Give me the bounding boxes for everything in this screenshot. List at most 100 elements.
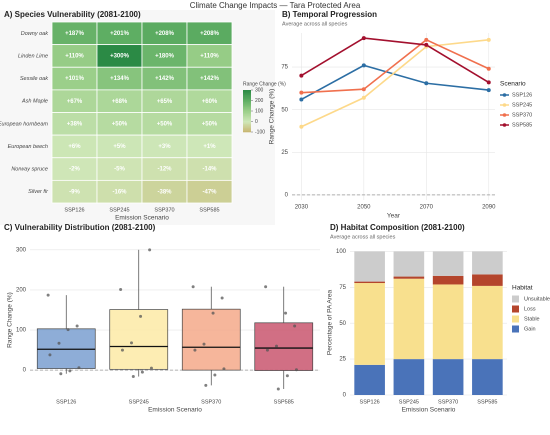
x-axis-label: Year [387, 213, 401, 220]
data-point [222, 367, 226, 371]
legend-marker [502, 93, 507, 97]
legend-marker [502, 113, 507, 117]
legend-title: Scenario [500, 81, 526, 88]
cell-label: +50% [112, 121, 128, 127]
colorbar-step [243, 130, 251, 133]
colorbar-step [243, 120, 251, 123]
x-tick-label: SSP126 [64, 207, 84, 213]
legend-label: Loss [524, 306, 536, 312]
x-tick-label: SSP585 [477, 399, 497, 405]
data-point [120, 348, 124, 352]
colorbar-step [243, 123, 251, 126]
data-point [424, 42, 429, 47]
cell-label: +5% [113, 144, 126, 150]
x-tick-label: SSP370 [438, 399, 458, 405]
row-label: Norway spruce [11, 167, 48, 173]
colorbar-step [243, 101, 251, 103]
data-point [193, 348, 197, 352]
data-point [119, 288, 123, 292]
colorbar-tick-label: 200 [255, 98, 264, 104]
colorbar-step [243, 105, 251, 108]
bar-segment [472, 274, 503, 286]
data-point [220, 296, 224, 300]
cell-label: -12% [157, 167, 172, 173]
data-point [424, 81, 429, 86]
data-point [285, 374, 289, 378]
x-axis-label: Emission Scenario [115, 215, 169, 222]
colorbar-step [243, 127, 251, 130]
cell-label: -47% [202, 189, 217, 195]
cell-label: +3% [158, 144, 171, 150]
data-point [299, 97, 304, 102]
colorbar-step [243, 113, 251, 116]
data-point [191, 285, 195, 289]
y-tick-label: 0 [23, 368, 27, 374]
bar-segment [354, 364, 385, 395]
legend-label: SSP370 [512, 112, 532, 118]
y-tick-label: 50 [281, 107, 288, 113]
cell-label: +300% [110, 54, 130, 60]
data-point [293, 324, 297, 328]
x-tick-label: SSP585 [274, 399, 294, 405]
bar-segment [354, 283, 385, 365]
row-label: Silver fir [28, 189, 49, 195]
colorbar-tick-label: 0 [255, 119, 258, 125]
data-point [75, 324, 79, 328]
colorbar-step [243, 99, 251, 102]
legend-label: Stable [524, 316, 540, 322]
cell-label: +65% [157, 99, 173, 105]
legend-label: Unsuitable [524, 296, 550, 302]
colorbar-step [243, 91, 251, 94]
cell-label: +68% [112, 99, 128, 105]
row-label: European beech [8, 144, 48, 150]
y-tick-label: 0 [343, 393, 347, 399]
y-tick-label: 75 [281, 65, 288, 71]
row-label: European hornbeam [0, 121, 48, 127]
cell-label: +38% [67, 121, 83, 127]
data-point [275, 344, 278, 348]
bar-segment [393, 276, 425, 279]
x-tick-label: SSP245 [109, 207, 129, 213]
bar-segment [393, 251, 425, 277]
data-point [424, 37, 429, 42]
data-point [486, 80, 491, 85]
legend-label: SSP585 [512, 122, 532, 128]
data-point [361, 87, 366, 92]
cell-label: +134% [110, 76, 130, 82]
cell-label: +6% [68, 144, 81, 150]
cell-label: +110% [65, 54, 84, 60]
data-point [486, 88, 491, 93]
colorbar-tick-label: 300 [255, 87, 264, 93]
data-point [299, 73, 304, 78]
cell-label: +142% [200, 76, 220, 82]
panel-subtitle: Average across all species [282, 21, 348, 27]
cell-label: +187% [65, 31, 85, 37]
data-point [276, 387, 280, 391]
colorbar-step [243, 109, 251, 112]
legend-swatch [512, 315, 519, 323]
x-tick-label: SSP126 [360, 399, 380, 405]
data-point [265, 348, 269, 352]
cell-label: +50% [202, 121, 218, 127]
y-axis-label: Range Change (%) [269, 89, 276, 145]
data-point [66, 328, 70, 332]
bar-segment [472, 359, 503, 395]
cell-label: -16% [112, 189, 127, 195]
y-tick-label: 0 [285, 192, 289, 198]
data-point [77, 366, 81, 370]
box [109, 309, 169, 370]
y-tick-label: 50 [339, 321, 346, 327]
series-line [301, 39, 489, 128]
bar-segment [472, 251, 503, 275]
y-tick-label: 100 [336, 249, 347, 255]
panel-title: A) Species Vulnerability (2081-2100) [4, 10, 141, 19]
y-tick-label: 200 [16, 287, 27, 293]
legend-swatch [512, 325, 519, 333]
data-point [211, 311, 215, 315]
x-tick-label: SSP245 [399, 399, 419, 405]
x-tick-label: SSP585 [199, 207, 219, 213]
data-point [139, 314, 143, 318]
colorbar-step [243, 98, 251, 101]
heatmap-cell [186, 179, 233, 204]
